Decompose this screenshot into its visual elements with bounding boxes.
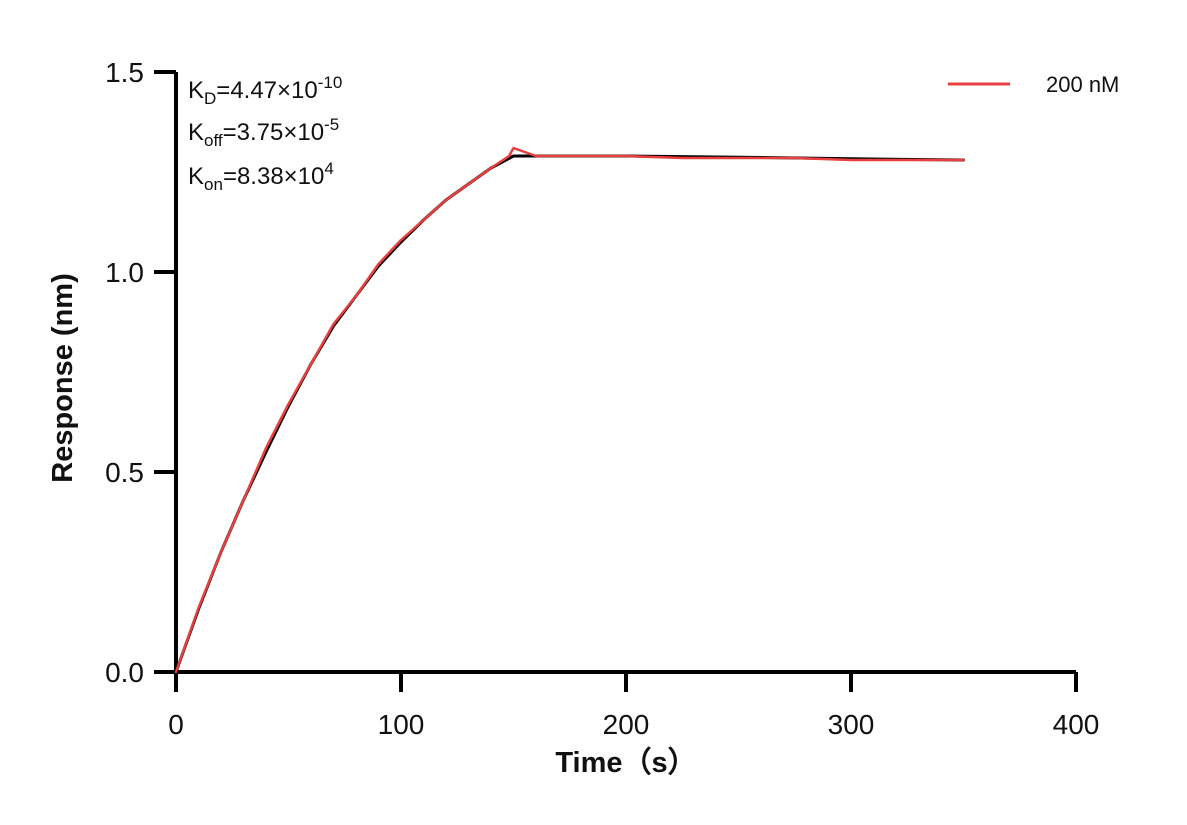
kon-annotation: Kon=8.38×104 (188, 159, 334, 194)
y-ticks: 0.0 0.5 1.0 1.5 (105, 57, 176, 688)
axes (174, 72, 1076, 674)
y-tick-label: 0.0 (105, 657, 144, 688)
x-ticks: 0 100 200 300 400 (168, 672, 1099, 740)
x-tick-label: 100 (378, 709, 425, 740)
koff-annotation: Koff=3.75×10-5 (188, 115, 339, 150)
kd-annotation: KD=4.47×10-10 (188, 73, 342, 108)
x-tick-label: 0 (168, 709, 184, 740)
y-tick-label: 1.0 (105, 257, 144, 288)
kinetics-annotations: KD=4.47×10-10 Koff=3.75×10-5 Kon=8.38×10… (188, 73, 342, 194)
legend: 200 nM (948, 72, 1119, 97)
x-tick-label: 300 (828, 709, 875, 740)
y-axis-title: Response (nm) (47, 273, 79, 482)
x-tick-label: 200 (603, 709, 650, 740)
legend-label-200nm: 200 nM (1046, 72, 1119, 97)
x-tick-label: 400 (1053, 709, 1100, 740)
x-axis-title: Time（s） (555, 746, 696, 779)
y-tick-label: 1.5 (105, 57, 144, 88)
y-tick-label: 0.5 (105, 457, 144, 488)
series-line-fit (174, 154, 965, 674)
series-line-200nm (174, 146, 965, 674)
series-layer (174, 146, 965, 674)
